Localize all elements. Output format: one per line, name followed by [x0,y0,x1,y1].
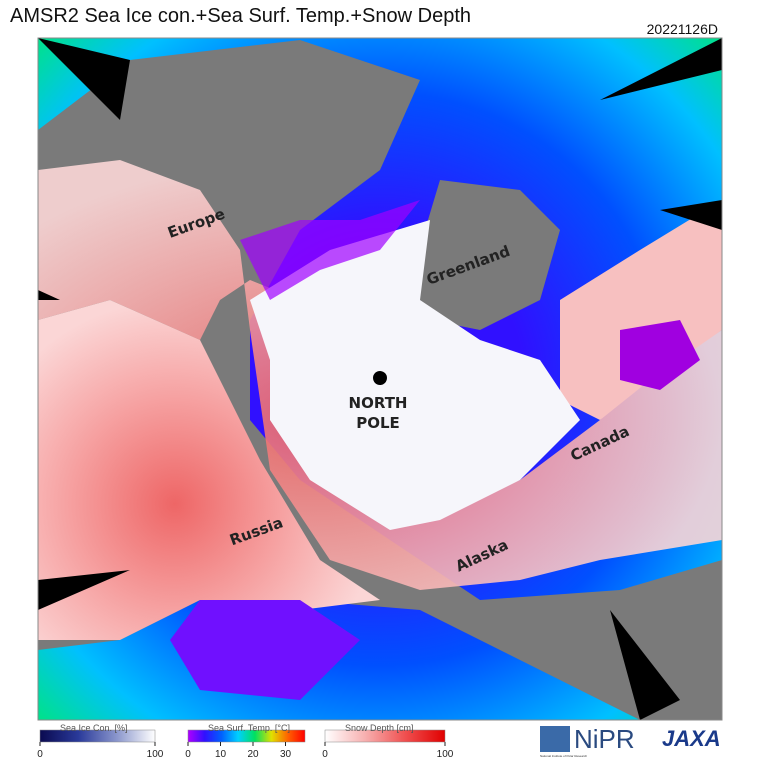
colorbar [324,729,446,743]
nipr-icon [540,726,570,752]
colorbar-tick-label: 0 [185,749,191,760]
colorbar-tick-label: 30 [280,749,292,760]
colorbar-title: Sea Ice Con. [%] [60,723,128,733]
region-label: NORTH [349,394,408,412]
region-label: POLE [356,414,400,432]
colorbar-tick-label: 100 [437,749,454,760]
jaxa-logo: JAXA [662,726,721,751]
colorbar-title: Snow Depth [cm] [345,723,414,733]
colorbar [39,729,156,743]
date: 20221126D [647,21,718,37]
title: AMSR2 Sea Ice con.+Sea Surf. Temp.+Snow … [10,5,471,27]
nipr-logo: NiPR [574,724,635,754]
colorbar-tick-label: 10 [215,749,227,760]
map [38,38,722,720]
colorbar [187,729,306,743]
colorbar-tick-label: 20 [247,749,259,760]
colorbar-tick-label: 0 [37,749,43,760]
colorbar-tick-label: 0 [322,749,328,760]
colorbar-tick-label: 100 [147,749,164,760]
logos: NiPR National Institute of Polar Researc… [540,724,721,758]
colorbar-title: Sea Surf. Temp. [°C] [208,723,290,733]
nipr-subtitle: National Institute of Polar Research [540,754,588,758]
